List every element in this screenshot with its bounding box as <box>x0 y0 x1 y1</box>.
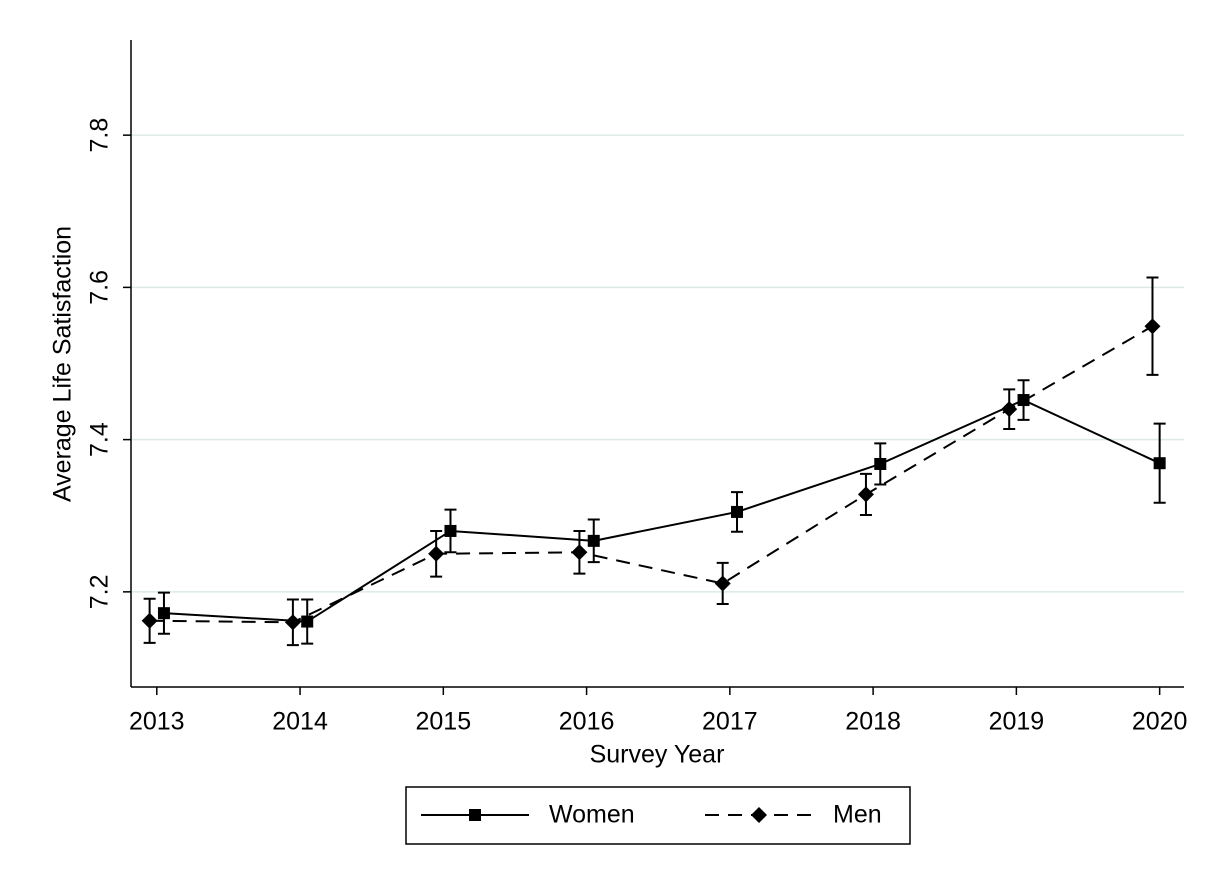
x-tick-label: 2014 <box>272 708 328 736</box>
marker <box>444 524 457 537</box>
x-tick-label: 2018 <box>845 708 901 736</box>
x-tick-label: 2019 <box>989 708 1045 736</box>
marker <box>1001 401 1018 418</box>
marker <box>428 545 445 562</box>
y-tick-label: 7.8 <box>86 118 114 153</box>
marker <box>731 505 744 518</box>
marker <box>714 575 731 592</box>
marker <box>1153 457 1166 470</box>
x-tick-label: 2013 <box>129 708 185 736</box>
x-axis-title: Survey Year <box>590 741 725 769</box>
marker <box>157 607 170 620</box>
legend-marker <box>751 807 767 823</box>
marker <box>571 544 588 561</box>
marker <box>874 457 887 470</box>
y-tick-label: 7.6 <box>86 270 114 305</box>
marker <box>141 612 158 629</box>
marker <box>1144 318 1161 335</box>
x-tick-label: 2015 <box>416 708 472 736</box>
y-axis-title: Average Life Satisfaction <box>49 226 77 502</box>
y-tick-label: 7.4 <box>86 422 114 457</box>
line <box>163 398 1161 623</box>
x-tick-label: 2020 <box>1132 708 1188 736</box>
legend-label: Women <box>549 801 635 829</box>
x-tick-label: 2017 <box>702 708 758 736</box>
x-tick-label: 2016 <box>559 708 615 736</box>
legend-marker <box>469 809 481 821</box>
legend-box <box>405 786 911 845</box>
marker <box>587 534 600 547</box>
marker <box>301 615 314 628</box>
marker <box>857 486 874 503</box>
legend-label: Men <box>833 801 882 829</box>
marker <box>284 614 301 631</box>
line <box>149 325 1153 624</box>
y-tick-label: 7.2 <box>86 574 114 609</box>
